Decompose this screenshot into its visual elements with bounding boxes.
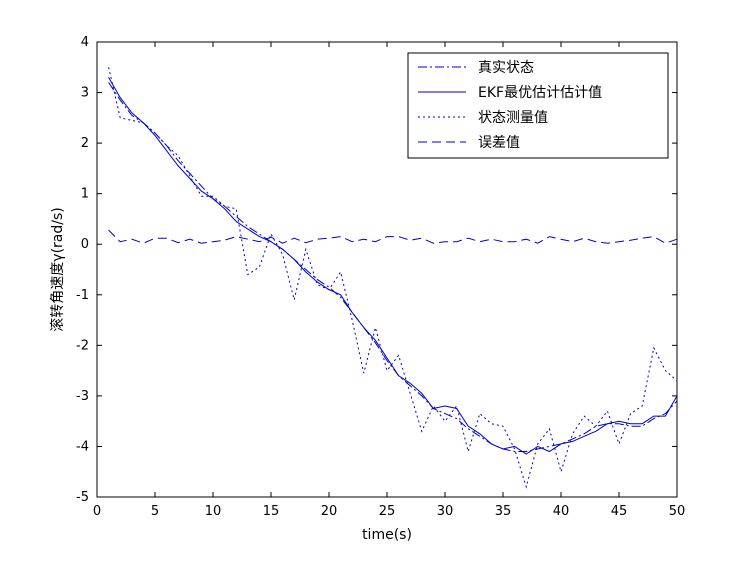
y-tick-label: -4	[76, 439, 89, 454]
legend-label-measurement: 状态测量值	[478, 110, 548, 126]
x-tick-label: 45	[611, 504, 628, 519]
y-tick-label: -1	[76, 288, 89, 303]
x-tick-label: 15	[263, 504, 280, 519]
legend: 真实状态 EKF最优估计估计值 状态测量值 误差值	[407, 52, 669, 159]
axis-ticks: 0 5 10 15 20 25 30 35 40 45 50 -5 -4 -3 -2 -1 0 1 2 3 4	[76, 35, 685, 519]
series-error	[108, 229, 678, 244]
x-tick-label: 35	[495, 504, 512, 519]
y-tick-label: 1	[81, 187, 89, 202]
series-ekf-estimate	[108, 77, 678, 455]
y-tick-label: 3	[81, 86, 89, 101]
y-tick-label: 0	[81, 237, 89, 252]
x-tick-label: 5	[151, 504, 159, 519]
y-tick-label: -5	[76, 490, 89, 505]
series-measurement	[108, 67, 678, 489]
x-axis-label: time(s)	[362, 527, 412, 543]
legend-entry-ekf-estimate: EKF最优估计估计值	[418, 85, 602, 101]
legend-entry-true-state: 真实状态	[418, 60, 534, 76]
y-axis-label: 滚转角速度γ(rad/s)	[49, 207, 66, 331]
y-tick-label: 2	[81, 136, 89, 151]
x-tick-label: 0	[93, 504, 101, 519]
series-true-state	[108, 82, 678, 452]
legend-entry-measurement: 状态测量值	[418, 110, 548, 126]
legend-label-ekf-estimate: EKF最优估计估计值	[478, 85, 602, 101]
x-tick-label: 40	[553, 504, 570, 519]
legend-box	[407, 52, 669, 159]
y-tick-label: -3	[76, 389, 89, 404]
y-tick-label: 4	[81, 35, 89, 50]
legend-entry-error: 误差值	[418, 135, 520, 151]
legend-label-true-state: 真实状态	[478, 60, 534, 76]
x-tick-label: 20	[321, 504, 338, 519]
x-tick-label: 50	[669, 504, 686, 519]
y-tick-label: -2	[76, 338, 89, 353]
x-tick-label: 10	[205, 504, 222, 519]
x-tick-label: 30	[437, 504, 454, 519]
legend-label-error: 误差值	[478, 135, 520, 151]
x-tick-label: 25	[379, 504, 396, 519]
series-layer	[108, 67, 678, 489]
